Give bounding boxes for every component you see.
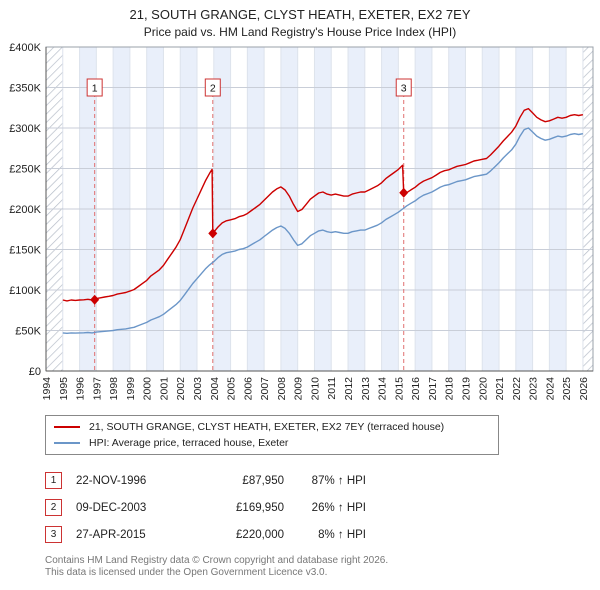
transaction-row: 1 22-NOV-1996 £87,950 87% ↑ HPI	[45, 467, 600, 494]
svg-text:1997: 1997	[91, 377, 103, 401]
svg-text:2004: 2004	[209, 377, 221, 401]
legend-item-hpi: HPI: Average price, terraced house, Exet…	[54, 437, 490, 449]
svg-text:£300K: £300K	[9, 123, 41, 135]
svg-text:2003: 2003	[192, 377, 204, 401]
svg-text:2016: 2016	[410, 377, 422, 401]
transaction-date: 09-DEC-2003	[76, 501, 147, 514]
svg-text:3: 3	[401, 83, 407, 95]
transaction-hpi-delta: 8% ↑ HPI	[318, 528, 366, 541]
transaction-number-badge: 1	[45, 472, 62, 489]
svg-text:2015: 2015	[393, 377, 405, 401]
license-footer: Contains HM Land Registry data © Crown c…	[45, 555, 600, 578]
svg-text:£400K: £400K	[9, 42, 41, 54]
svg-text:2000: 2000	[142, 377, 154, 401]
svg-text:2025: 2025	[561, 377, 573, 401]
svg-text:2022: 2022	[511, 377, 523, 401]
svg-text:1996: 1996	[75, 377, 87, 401]
svg-text:£350K: £350K	[9, 83, 41, 95]
svg-text:2024: 2024	[544, 377, 556, 401]
legend-label-hpi: HPI: Average price, terraced house, Exet…	[89, 437, 289, 449]
page-title: 21, SOUTH GRANGE, CLYST HEATH, EXETER, E…	[129, 7, 471, 22]
svg-text:2005: 2005	[226, 377, 238, 401]
svg-text:1995: 1995	[58, 377, 70, 401]
svg-text:1998: 1998	[108, 377, 120, 401]
transaction-price: £87,950	[242, 474, 284, 487]
svg-text:2023: 2023	[528, 377, 540, 401]
svg-text:2014: 2014	[377, 377, 389, 401]
svg-text:2013: 2013	[360, 377, 372, 401]
svg-text:2002: 2002	[175, 377, 187, 401]
svg-text:£50K: £50K	[15, 326, 41, 338]
red-line-swatch-icon	[54, 426, 80, 428]
svg-text:2: 2	[210, 83, 216, 95]
blue-line-swatch-icon	[54, 442, 80, 444]
svg-text:2019: 2019	[460, 377, 472, 401]
transaction-price: £169,950	[236, 501, 284, 514]
svg-text:2026: 2026	[578, 377, 590, 401]
footer-line-2: This data is licensed under the Open Gov…	[45, 566, 328, 578]
transaction-date: 22-NOV-1996	[76, 474, 147, 487]
svg-text:2008: 2008	[276, 377, 288, 401]
transaction-row: 2 09-DEC-2003 £169,950 26% ↑ HPI	[45, 494, 600, 521]
svg-text:2017: 2017	[427, 377, 439, 401]
svg-text:£150K: £150K	[9, 245, 41, 257]
svg-text:2006: 2006	[242, 377, 254, 401]
svg-text:1: 1	[92, 83, 98, 95]
svg-text:2012: 2012	[343, 377, 355, 401]
transaction-number-badge: 2	[45, 499, 62, 516]
chart-legend: 21, SOUTH GRANGE, CLYST HEATH, EXETER, E…	[45, 415, 499, 455]
price-history-chart: £0 £50K £100K £150K £200K £250K £300K £350K £400…	[9, 42, 594, 401]
transactions-list: 1 22-NOV-1996 £87,950 87% ↑ HPI 2 09-DEC…	[45, 467, 600, 548]
legend-label-property: 21, SOUTH GRANGE, CLYST HEATH, EXETER, E…	[89, 421, 445, 433]
transaction-date: 27-APR-2015	[76, 528, 146, 541]
svg-text:2001: 2001	[158, 377, 170, 401]
transaction-hpi-delta: 87% ↑ HPI	[311, 474, 366, 487]
svg-text:2007: 2007	[259, 377, 271, 401]
transaction-hpi-delta: 26% ↑ HPI	[311, 501, 366, 514]
svg-text:2021: 2021	[494, 377, 506, 401]
svg-text:1999: 1999	[125, 377, 137, 401]
svg-text:£250K: £250K	[9, 164, 41, 176]
transaction-row: 3 27-APR-2015 £220,000 8% ↑ HPI	[45, 521, 600, 548]
svg-text:2020: 2020	[477, 377, 489, 401]
svg-text:£0: £0	[29, 366, 41, 378]
svg-text:2011: 2011	[326, 377, 338, 400]
svg-text:1994: 1994	[41, 377, 53, 401]
legend-item-property: 21, SOUTH GRANGE, CLYST HEATH, EXETER, E…	[54, 421, 490, 433]
footer-line-1: Contains HM Land Registry data © Crown c…	[45, 555, 389, 566]
transaction-number-badge: 3	[45, 526, 62, 543]
svg-text:£200K: £200K	[9, 204, 41, 216]
svg-text:2010: 2010	[309, 377, 321, 401]
svg-text:2018: 2018	[444, 377, 456, 401]
svg-text:£100K: £100K	[9, 285, 41, 297]
page-subtitle: Price paid vs. HM Land Registry's House …	[143, 25, 457, 39]
svg-text:2009: 2009	[293, 377, 305, 401]
transaction-price: £220,000	[236, 528, 284, 541]
